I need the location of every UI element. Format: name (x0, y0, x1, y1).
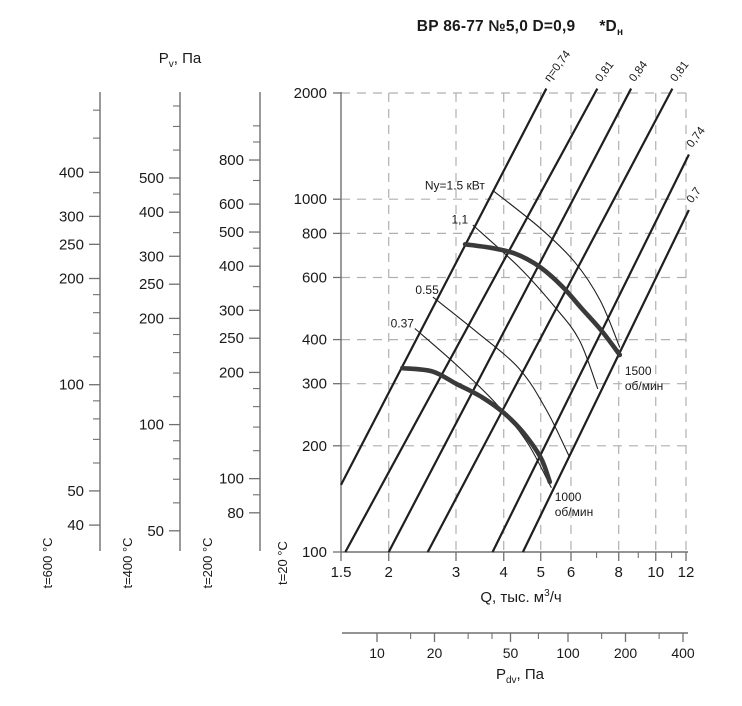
aux-axis-tick-label: 200 (139, 310, 164, 327)
aux-axis-tick-label: 80 (227, 505, 244, 522)
y-axis-tick-label: 100 (302, 544, 327, 561)
efficiency-line (344, 88, 599, 553)
aux-axis-tick-label: 200 (219, 364, 244, 381)
speed-curve-label: об/мин (625, 379, 663, 393)
x-axis-tick-label: 6 (567, 564, 575, 581)
y-axis-tick-label: 800 (302, 225, 327, 242)
efficiency-line-label: 0,81 (593, 59, 616, 84)
aux-axis-tick-label: 400 (219, 258, 244, 275)
aux-axis-tick-label: 300 (219, 302, 244, 319)
y-axis-tick-label: 300 (302, 376, 327, 393)
efficiency-line (521, 209, 690, 553)
efficiency-line (426, 88, 674, 553)
temp-scale-label: t=200 °C (200, 537, 215, 588)
power-curve (472, 224, 599, 390)
aux-axis-tick-label: 400 (139, 204, 164, 221)
pdv-tick-label: 10 (369, 645, 385, 661)
efficiency-line-label: η=0,74 (542, 48, 573, 84)
efficiency-line-label: 0,7 (685, 186, 704, 206)
power-curve (432, 296, 570, 457)
efficiency-line-label: 0,74 (685, 124, 708, 150)
aux-axis-tick-label: 100 (139, 417, 164, 434)
x-axis-tick-label: 2 (385, 564, 393, 581)
x-axis-tick-label: 10 (647, 564, 664, 581)
flow-axis-title: Q, тыс. м3/ч (480, 588, 562, 606)
aux-axis-tick-label: 250 (139, 276, 164, 293)
x-axis-tick-label: 5 (537, 564, 545, 581)
aux-axis-tick-label: 300 (59, 208, 84, 225)
power-curve-label: 0.55 (415, 283, 439, 297)
y-axis-tick-label: 200 (302, 438, 327, 455)
temp-scale-label: t=600 °C (40, 537, 55, 588)
pdv-tick-label: 50 (503, 645, 519, 661)
speed-curve (462, 242, 623, 358)
speed-curve-label: об/мин (555, 505, 593, 519)
temp-scale-label: t=400 °C (120, 537, 135, 588)
efficiency-line (340, 88, 548, 486)
aux-axis-tick-label: 40 (67, 517, 84, 534)
efficiency-line (491, 154, 690, 553)
power-curve (414, 328, 552, 489)
aux-axis-tick-label: 400 (59, 164, 84, 181)
x-axis-tick-label: 1.5 (331, 564, 352, 581)
x-axis-tick-label: 12 (678, 564, 695, 581)
impeller-note: *Dн (599, 18, 624, 39)
pdv-tick-label: 20 (427, 645, 443, 661)
aux-axis-tick-label: 500 (219, 224, 244, 241)
efficiency-line-label: 0,84 (627, 59, 650, 85)
chart-title: ВР 86-77 №5,0 D=0,9 *Dн (417, 18, 623, 38)
efficiency-line-label: 0,81 (668, 59, 691, 84)
chart-title-text: ВР 86-77 №5,0 D=0,9 (416, 18, 576, 35)
aux-axis-tick-label: 250 (219, 330, 244, 347)
temp-scale-label: t=20 °C (275, 541, 290, 585)
pressure-axis-title: Pv, Па (158, 50, 202, 70)
power-curve-label: 1,1 (451, 213, 468, 227)
aux-axis-tick-label: 100 (219, 471, 244, 488)
speed-curve-label: 1500 (625, 364, 652, 378)
y-axis-tick-label: 2000 (294, 85, 327, 102)
aux-axis-tick-label: 200 (59, 271, 84, 288)
power-curve (492, 189, 621, 348)
efficiency-line (387, 88, 633, 553)
power-curve-label: Nу=1.5 кВт (425, 178, 486, 192)
speed-curve (400, 365, 553, 485)
power-curve-label: 0.37 (391, 316, 415, 330)
aux-axis-tick-label: 50 (147, 523, 164, 540)
pdv-tick-label: 400 (671, 645, 695, 661)
aux-axis-tick-label: 300 (139, 248, 164, 265)
y-axis-tick-label: 1000 (294, 191, 327, 208)
aux-axis-tick-label: 800 (219, 152, 244, 169)
pdv-tick-label: 100 (556, 645, 580, 661)
aux-axis-tick-label: 250 (59, 236, 84, 253)
x-axis-tick-label: 3 (452, 564, 460, 581)
aux-axis-tick-label: 600 (219, 196, 244, 213)
aux-axis-tick-label: 50 (67, 483, 84, 500)
dynamic-pressure-axis-title: Pdv, Па (495, 666, 545, 686)
speed-curve-label: 1000 (555, 490, 582, 504)
aux-axis-tick-label: 500 (139, 170, 164, 187)
pdv-tick-label: 200 (614, 645, 638, 661)
x-axis-tick-label: 8 (615, 564, 623, 581)
y-axis-tick-label: 600 (302, 269, 327, 286)
y-axis-tick-label: 400 (302, 332, 327, 349)
aux-axis-tick-label: 100 (59, 377, 84, 394)
x-axis-tick-label: 4 (500, 564, 508, 581)
